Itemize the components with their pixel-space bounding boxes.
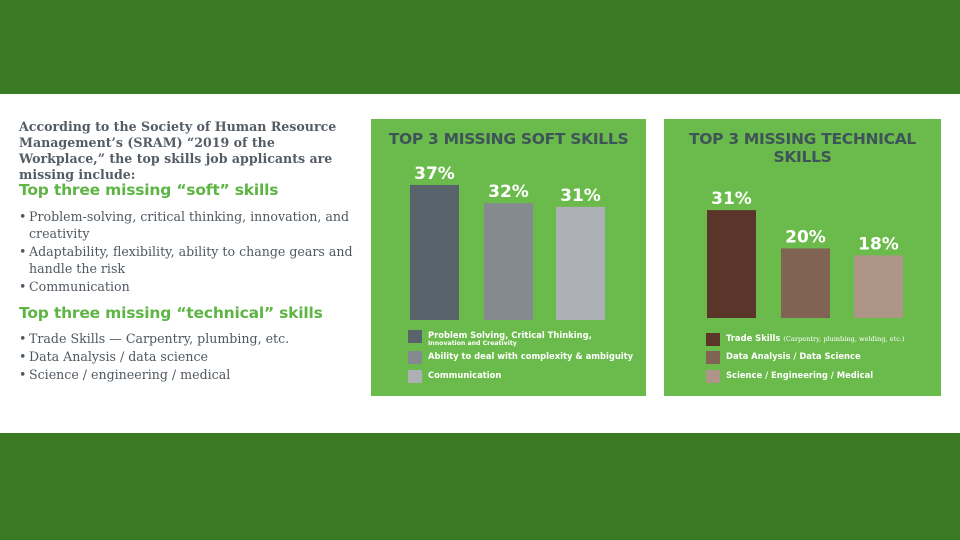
technical-skills-chart-panel: TOP 3 MISSING TECHNICAL SKILLS 31% 20% 18%…	[664, 119, 941, 396]
legend-item: Problem Solving, Critical Thinking, Inno…	[408, 330, 592, 347]
soft-skills-chart-panel: TOP 3 MISSING SOFT SKILLS 37% 32% 31% Prob…	[371, 119, 646, 396]
legend-text: Trade Skills	[726, 333, 781, 343]
bar	[556, 206, 605, 320]
soft-skills-list: Problem-solving, critical thinking, inno…	[19, 208, 354, 296]
technical-skills-list: Trade Skills — Carpentry, plumbing, etc.…	[19, 330, 354, 384]
bar-value-label: 37%	[414, 164, 455, 184]
bar-value-label: 32%	[488, 182, 529, 202]
list-item: Trade Skills — Carpentry, plumbing, etc.	[19, 330, 354, 347]
soft-skills-heading: Top three missing “soft” skills	[19, 181, 279, 199]
legend-swatch	[706, 333, 720, 346]
technical-skills-heading: Top three missing “technical” skills	[19, 304, 323, 322]
legend-swatch	[706, 370, 720, 383]
legend-text: Ability to deal with complexity & ambigu…	[428, 351, 634, 361]
legend-item: Communication	[408, 370, 501, 383]
legend-swatch	[706, 351, 720, 364]
text-column: According to the Society of Human Resour…	[19, 119, 354, 383]
legend-note: (Carpentry, plumbing, welding, etc.)	[783, 335, 905, 343]
legend-label: Problem Solving, Critical Thinking, Inno…	[428, 330, 592, 347]
bar-value-label: 31%	[560, 186, 601, 206]
intro-paragraph: According to the Society of Human Resour…	[19, 119, 337, 182]
bar	[707, 210, 756, 318]
bar	[781, 248, 830, 318]
bar-value-label: 18%	[858, 234, 899, 254]
legend-text: Science / Engineering / Medical	[726, 370, 874, 380]
legend-text: Communication	[428, 370, 502, 380]
legend-item: Ability to deal with complexity & ambigu…	[408, 351, 633, 364]
list-item: Communication	[19, 278, 354, 295]
legend-label: Trade Skills (Carpentry, plumbing, weldi…	[726, 333, 905, 344]
bar	[410, 184, 459, 320]
legend-text: Data Analysis / Data Science	[726, 351, 861, 361]
legend-item: Science / Engineering / Medical	[706, 370, 873, 383]
legend-item: Data Analysis / Data Science	[706, 351, 861, 364]
chart-title: TOP 3 MISSING SOFT SKILLS	[388, 130, 629, 148]
legend-text: Problem Solving, Critical Thinking,	[428, 330, 592, 340]
list-item: Science / engineering / medical	[19, 366, 354, 383]
legend-subtext: Innovation and Creativity	[428, 340, 517, 347]
list-item: Data Analysis / data science	[19, 348, 354, 365]
bar-value-label: 31%	[711, 189, 752, 209]
bar-value-label: 20%	[785, 227, 826, 247]
list-item: Adaptability, flexibility, ability to ch…	[19, 243, 354, 277]
chart-title: TOP 3 MISSING TECHNICAL SKILLS	[689, 130, 916, 166]
legend-swatch	[408, 330, 422, 343]
list-item: Problem-solving, critical thinking, inno…	[19, 208, 354, 242]
legend-item: Trade Skills (Carpentry, plumbing, weldi…	[706, 333, 905, 346]
bar	[854, 255, 903, 318]
technical-skills-bar-chart: 31% 20% 18%	[707, 189, 903, 318]
bottom-green-band	[0, 433, 960, 540]
legend-swatch	[408, 351, 422, 364]
bar	[484, 203, 533, 320]
top-green-band	[0, 0, 960, 94]
soft-skills-bar-chart: 37% 32% 31%	[410, 164, 605, 320]
legend-swatch	[408, 370, 422, 383]
